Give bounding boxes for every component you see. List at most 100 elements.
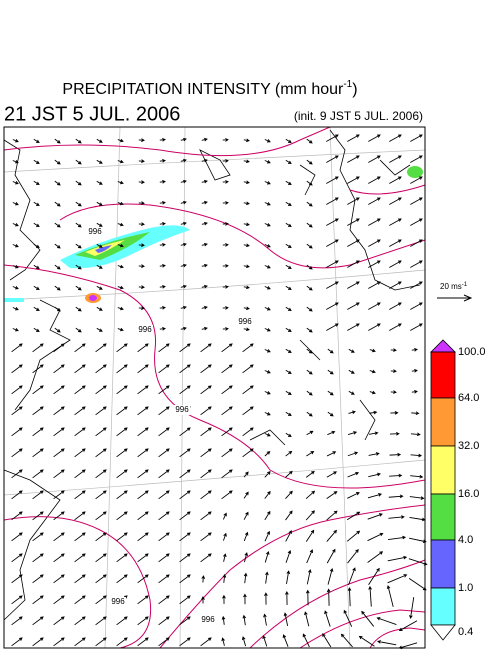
lat-lon-grid: [3, 126, 426, 649]
wind-arrow: [326, 529, 337, 542]
wind-arrow: [264, 433, 271, 437]
wind-arrow: [158, 385, 170, 395]
grid-lines: [3, 126, 426, 649]
wind-arrow: [180, 263, 187, 268]
title: PRECIPITATION INTENSITY (mm hour-1): [62, 79, 357, 99]
wind-arrow: [264, 160, 271, 164]
wind-arrow: [116, 469, 128, 479]
wind-arrow: [326, 155, 339, 163]
wind-arrow: [264, 307, 271, 311]
wind-arrow: [285, 450, 293, 457]
wind-arrow: [347, 134, 360, 142]
wind-arrow: [53, 490, 65, 500]
wind-arrow: [347, 260, 360, 268]
wind-arrow: [74, 490, 86, 500]
wind-arrow: [410, 453, 423, 458]
wind-arrow: [201, 242, 208, 247]
wind-arrow: [243, 511, 249, 520]
wind-arrow: [390, 369, 397, 373]
wind-arrow: [159, 284, 166, 289]
wind-arrow: [75, 222, 82, 228]
wind-arrow: [201, 596, 205, 604]
wind-arrow: [285, 549, 292, 563]
wind-arrow: [11, 448, 23, 458]
wind-arrow: [242, 614, 247, 626]
wind-arrow: [326, 491, 338, 499]
wind-arrow: [411, 347, 418, 352]
wind-arrow: [180, 284, 187, 289]
wind-arrow: [11, 595, 23, 605]
wind-arrow: [221, 385, 233, 395]
wind-arrow: [32, 406, 44, 416]
wind-arrow: [158, 406, 170, 416]
wind-arrow: [306, 369, 313, 375]
wind-arrow: [221, 343, 233, 353]
wind-arrow: [285, 470, 293, 478]
wind-arrow: [243, 593, 247, 605]
wind-arrow: [222, 594, 226, 604]
init-time: (init. 9 JST 5 JUL. 2006): [294, 109, 423, 123]
colorbar-label: 0.4: [458, 626, 473, 638]
wind-arrow: [158, 364, 170, 374]
wind-arrow: [179, 343, 191, 353]
title-superscript: -1: [343, 79, 352, 90]
wind-arrow: [285, 243, 292, 249]
wind-arrow: [158, 427, 170, 437]
wind-arrow: [389, 473, 403, 478]
wind-arrow: [95, 406, 107, 416]
wind-arrow: [305, 529, 315, 542]
wind-arrow: [96, 285, 103, 290]
wind-arrow: [180, 179, 187, 184]
colorbar-segment: [430, 493, 456, 541]
wind-arrow: [410, 134, 423, 142]
wind-arrow: [410, 176, 423, 184]
wind-arrow: [159, 200, 166, 205]
colorbar-label: 16.0: [458, 488, 479, 500]
wind-arrow: [264, 412, 271, 416]
wind-arrow: [75, 138, 82, 144]
wind-arrow: [180, 137, 187, 142]
wind-arrow: [32, 448, 44, 458]
wind-arrow: [32, 553, 44, 563]
wind-arrow: [283, 612, 289, 627]
contour-label: 996: [138, 325, 152, 334]
wind-arrow: [285, 432, 292, 438]
map-background: [4, 127, 425, 648]
wind-arrow: [137, 637, 149, 647]
wind-arrow: [347, 176, 360, 184]
wind-arrow: [96, 327, 103, 332]
wind-arrow: [116, 448, 128, 458]
wind-arrow: [410, 218, 423, 226]
wind-arrow: [158, 532, 170, 542]
wind-arrow: [180, 242, 187, 247]
wind-arrow: [11, 469, 23, 479]
wind-arrow: [158, 574, 170, 584]
wind-arrow: [200, 427, 212, 437]
wind-arrow: [242, 427, 254, 437]
wind-arrow: [53, 385, 65, 395]
wind-arrow: [243, 180, 250, 185]
wind-arrow: [32, 364, 44, 374]
wind-arrow: [222, 138, 229, 142]
colorbar-top-triangle: [430, 339, 456, 353]
wind-arrow: [11, 553, 23, 563]
colorbar-label: 64.0: [458, 392, 479, 404]
wind-arrow: [159, 305, 166, 310]
wind-arrow: [222, 201, 229, 205]
wind-arrow: [74, 511, 86, 521]
wind-arrow: [11, 427, 23, 437]
wind-arrow: [179, 637, 191, 647]
wind-arrow: [54, 201, 61, 207]
wind-arrow: [117, 285, 124, 290]
precipitation: [4, 166, 423, 303]
wind-arrow: [222, 264, 229, 268]
wind-arrow: [117, 138, 124, 143]
wind-arrow: [347, 281, 360, 289]
reference-superscript: -1: [462, 282, 468, 288]
wind-arrow: [117, 201, 124, 206]
wind-arrow: [116, 343, 128, 353]
wind-arrow: [243, 531, 249, 542]
wind-arrow: [200, 490, 212, 500]
wind-arrow: [387, 574, 408, 584]
wind-arrow: [201, 179, 208, 184]
